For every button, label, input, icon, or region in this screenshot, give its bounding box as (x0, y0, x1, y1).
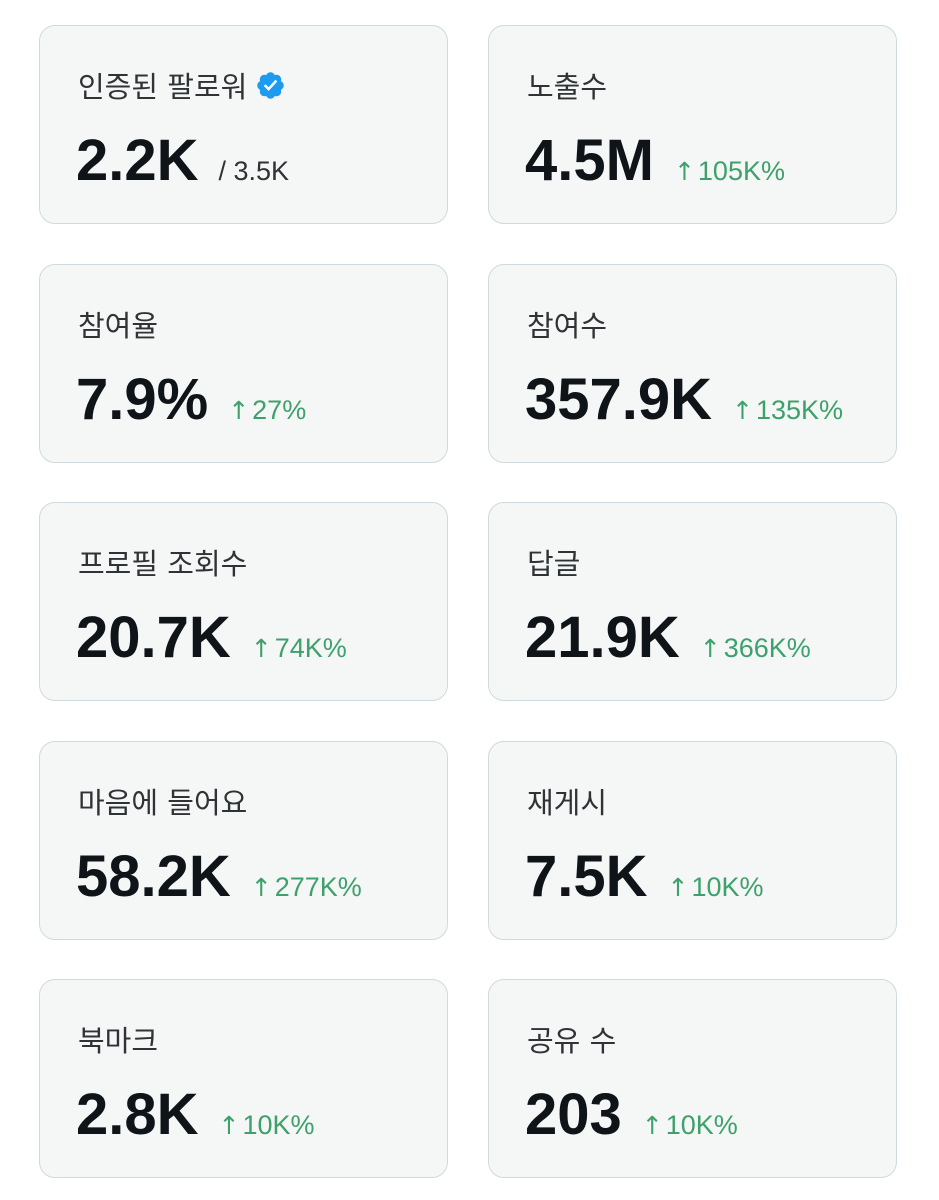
metric-value: 2.2K (76, 128, 199, 193)
verified-badge-icon (257, 71, 285, 99)
metric-card-reposts[interactable]: 재게시 7.5K ↑ 10K% (488, 741, 897, 940)
metric-value: 7.5K (525, 844, 648, 909)
metric-label: 공유 수 (527, 1024, 617, 1058)
metric-card-replies[interactable]: 답글 21.9K ↑ 366K% (488, 502, 897, 701)
metric-label: 재게시 (527, 786, 608, 820)
metric-label: 노출수 (527, 70, 608, 104)
arrow-up-icon: ↑ (699, 634, 721, 663)
metric-value-row: 2.8K ↑ 10K% (76, 1080, 315, 1150)
metric-value: 4.5M (525, 128, 654, 193)
metric-change: ↑ 135K% (732, 395, 843, 426)
metric-value-row: 20.7K ↑ 74K% (76, 603, 347, 673)
metric-change-value: 277K% (274, 872, 362, 902)
metric-value-row: 21.9K ↑ 366K% (525, 603, 811, 673)
metric-value: 58.2K (76, 844, 231, 909)
metric-label: 참여율 (78, 309, 159, 343)
metric-label: 마음에 들어요 (78, 786, 248, 820)
metric-label: 북마크 (78, 1024, 159, 1058)
arrow-up-icon: ↑ (732, 396, 753, 425)
metric-change: ↑ 10K% (668, 872, 764, 903)
metric-label: 인증된 팔로워 (78, 64, 286, 106)
metric-value: 21.9K (525, 605, 680, 670)
metric-change: ↑ 10K% (219, 1110, 315, 1141)
metric-value-row: 4.5M ↑ 105K% (525, 126, 785, 196)
metric-card-shares[interactable]: 공유 수 203 ↑ 10K% (488, 979, 897, 1178)
arrow-up-icon: ↑ (218, 1111, 240, 1140)
metric-value-row: 58.2K ↑ 277K% (76, 842, 362, 912)
metric-change: ↑ 27% (228, 395, 306, 426)
arrow-up-icon: ↑ (250, 873, 272, 902)
metric-label-text: 인증된 팔로워 (78, 70, 248, 104)
metric-change-value: 105K% (697, 156, 785, 186)
metric-value-row: 2.2K / 3.5K (76, 126, 289, 196)
metric-change-value: 74K% (274, 633, 347, 663)
metric-card-engagement-rate[interactable]: 참여율 7.9% ↑ 27% (39, 264, 448, 463)
metric-change-value: 135K% (755, 395, 844, 425)
metric-label: 답글 (527, 547, 581, 581)
metric-value-row: 7.9% ↑ 27% (76, 365, 306, 435)
arrow-up-icon: ↑ (673, 157, 695, 186)
metric-total: / 3.5K (218, 156, 290, 186)
metric-label: 참여수 (527, 309, 608, 343)
metric-card-profile-visits[interactable]: 프로필 조회수 20.7K ↑ 74K% (39, 502, 448, 701)
metric-change: ↑ 277K% (251, 872, 362, 903)
metric-value: 203 (525, 1082, 622, 1147)
metric-card-likes[interactable]: 마음에 들어요 58.2K ↑ 277K% (39, 741, 448, 940)
metric-value-row: 357.9K ↑ 135K% (525, 365, 843, 435)
metric-change-value: 27% (252, 395, 307, 425)
metric-card-bookmarks[interactable]: 북마크 2.8K ↑ 10K% (39, 979, 448, 1178)
arrow-up-icon: ↑ (641, 1111, 663, 1140)
arrow-up-icon: ↑ (228, 396, 250, 425)
metric-change-value: 10K% (242, 1110, 315, 1140)
metric-card-impressions[interactable]: 노출수 4.5M ↑ 105K% (488, 25, 897, 224)
metric-card-engagements[interactable]: 참여수 357.9K ↑ 135K% (488, 264, 897, 463)
metric-value-row: 203 ↑ 10K% (525, 1080, 738, 1150)
metric-value-row: 7.5K ↑ 10K% (525, 842, 764, 912)
metric-value: 20.7K (76, 605, 231, 670)
metric-change: ↑ 10K% (642, 1110, 738, 1141)
metric-change: ↑ 366K% (700, 633, 811, 664)
metric-value: 2.8K (76, 1082, 199, 1147)
metric-card-verified-followers[interactable]: 인증된 팔로워 2.2K / 3.5K (39, 25, 448, 224)
metric-change-value: 10K% (665, 1110, 738, 1140)
metric-change: ↑ 105K% (674, 156, 785, 187)
metric-change-value: 366K% (723, 633, 811, 663)
metric-value: 357.9K (525, 367, 713, 432)
arrow-up-icon: ↑ (667, 873, 689, 902)
arrow-up-icon: ↑ (250, 634, 272, 663)
metric-change: ↑ 74K% (251, 633, 347, 664)
metric-value: 7.9% (76, 367, 209, 432)
metric-change-value: 10K% (691, 872, 764, 902)
metric-label: 프로필 조회수 (78, 547, 248, 581)
